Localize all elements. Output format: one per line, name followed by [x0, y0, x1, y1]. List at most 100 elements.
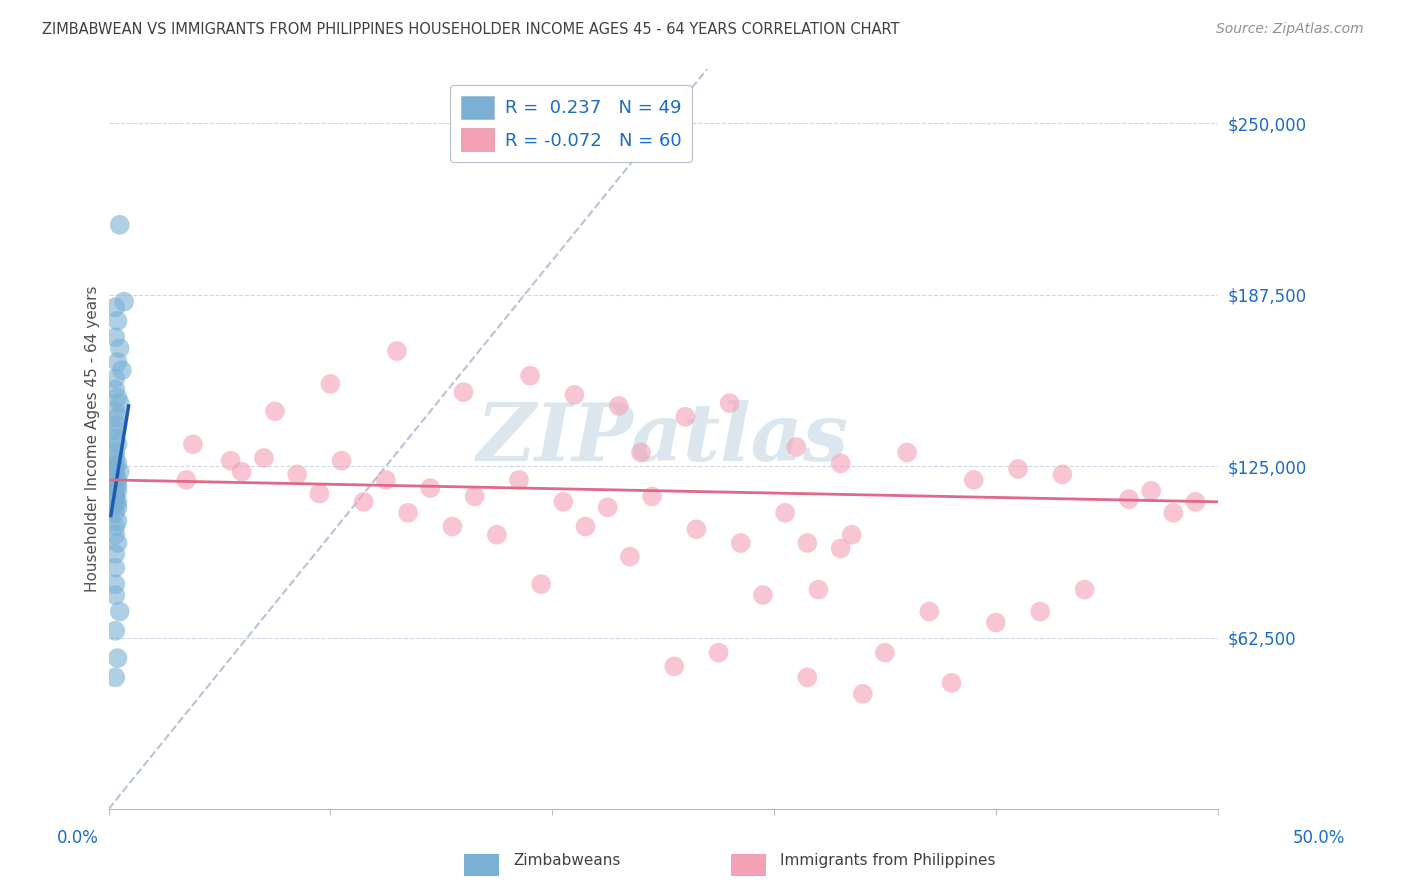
Point	[963, 473, 986, 487]
Point	[104, 527, 127, 541]
Point	[330, 453, 353, 467]
Point	[174, 473, 197, 487]
Point	[108, 218, 131, 232]
Point	[104, 547, 127, 561]
Point	[107, 391, 129, 405]
Point	[830, 541, 852, 556]
Point	[104, 404, 127, 418]
Point	[104, 330, 127, 344]
Point	[253, 450, 276, 465]
Point	[1029, 605, 1052, 619]
Point	[108, 465, 131, 479]
Point	[104, 432, 127, 446]
Text: ZIPatlas: ZIPatlas	[477, 400, 849, 477]
Point	[685, 522, 707, 536]
Point	[104, 450, 127, 465]
Text: Immigrants from Philippines: Immigrants from Philippines	[780, 854, 995, 868]
Point	[441, 519, 464, 533]
Point	[104, 560, 127, 574]
Point	[104, 670, 127, 684]
Point	[1052, 467, 1074, 482]
Point	[104, 475, 127, 490]
Text: 50.0%: 50.0%	[1292, 829, 1346, 847]
Point	[1118, 492, 1140, 507]
Point	[519, 368, 541, 383]
Point	[104, 506, 127, 520]
Point	[807, 582, 830, 597]
Point	[108, 341, 131, 355]
Point	[104, 459, 127, 474]
Point	[104, 445, 127, 459]
Point	[104, 624, 127, 638]
Point	[104, 481, 127, 495]
Point	[564, 388, 586, 402]
Point	[308, 486, 330, 500]
Point	[104, 577, 127, 591]
Point	[104, 300, 127, 314]
Point	[104, 492, 127, 507]
Point	[319, 376, 342, 391]
Text: 0.0%: 0.0%	[56, 829, 98, 847]
Point	[796, 670, 818, 684]
Point	[353, 495, 375, 509]
Point	[107, 500, 129, 515]
Point	[107, 355, 129, 369]
Text: Source: ZipAtlas.com: Source: ZipAtlas.com	[1216, 22, 1364, 37]
Point	[104, 489, 127, 503]
Point	[104, 467, 127, 482]
Point	[841, 527, 863, 541]
Point	[664, 659, 686, 673]
Point	[264, 404, 287, 418]
Point	[752, 588, 775, 602]
Point	[374, 473, 396, 487]
Point	[107, 495, 129, 509]
Point	[107, 409, 129, 424]
Point	[984, 615, 1007, 630]
Point	[111, 363, 134, 377]
Point	[396, 506, 419, 520]
Point	[107, 514, 129, 528]
Point	[896, 445, 918, 459]
Point	[873, 646, 896, 660]
Point	[1073, 582, 1095, 597]
Point	[730, 536, 752, 550]
Point	[104, 486, 127, 500]
Point	[385, 343, 408, 358]
Point	[107, 418, 129, 433]
Point	[107, 651, 129, 665]
Point	[1184, 495, 1206, 509]
Point	[785, 440, 807, 454]
Text: Zimbabweans: Zimbabweans	[513, 854, 620, 868]
Point	[104, 588, 127, 602]
Point	[231, 465, 253, 479]
Point	[773, 506, 796, 520]
Point	[108, 396, 131, 410]
Y-axis label: Householder Income Ages 45 - 64 years: Householder Income Ages 45 - 64 years	[86, 285, 100, 592]
Legend: R =  0.237   N = 49, R = -0.072   N = 60: R = 0.237 N = 49, R = -0.072 N = 60	[450, 85, 692, 162]
Point	[596, 500, 619, 515]
Point	[641, 489, 664, 503]
Point	[1161, 506, 1184, 520]
Text: ZIMBABWEAN VS IMMIGRANTS FROM PHILIPPINES HOUSEHOLDER INCOME AGES 45 - 64 YEARS : ZIMBABWEAN VS IMMIGRANTS FROM PHILIPPINE…	[42, 22, 900, 37]
Point	[673, 409, 696, 424]
Point	[104, 371, 127, 385]
Point	[553, 495, 575, 509]
Point	[619, 549, 641, 564]
Point	[718, 396, 741, 410]
Point	[485, 527, 508, 541]
Point	[219, 453, 242, 467]
Point	[107, 536, 129, 550]
Point	[419, 481, 441, 495]
Point	[918, 605, 941, 619]
Point	[1007, 462, 1029, 476]
Point	[941, 676, 963, 690]
Point	[453, 385, 475, 400]
Point	[104, 462, 127, 476]
Point	[530, 577, 553, 591]
Point	[107, 483, 129, 498]
Point	[104, 424, 127, 438]
Point	[607, 399, 630, 413]
Point	[181, 437, 204, 451]
Point	[1140, 483, 1163, 498]
Point	[107, 314, 129, 328]
